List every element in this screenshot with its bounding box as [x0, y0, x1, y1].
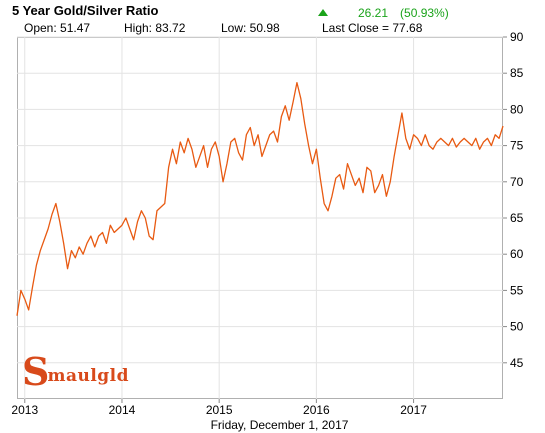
up-arrow-icon [318, 9, 328, 16]
date-footer: Friday, December 1, 2017 [210, 418, 349, 432]
y-tick-label: 55 [510, 283, 524, 297]
stat-high: High: 83.72 [124, 21, 186, 35]
stat-last-close: Last Close = 77.68 [322, 21, 423, 35]
y-tick-label: 90 [510, 30, 524, 44]
smaulgld-logo: S maulgld [22, 349, 130, 394]
x-tick-label: 2014 [109, 403, 136, 417]
x-tick-label: 2015 [206, 403, 233, 417]
ratio-series-line [16, 81, 504, 316]
stat-open: Open: 51.47 [24, 21, 91, 35]
chart-title: 5 Year Gold/Silver Ratio [12, 3, 159, 18]
change-indicator: 26.21 (50.93%) [318, 6, 449, 20]
y-tick-label: 50 [510, 320, 524, 334]
x-tick-label: 2017 [400, 403, 427, 417]
change-percent: (50.93%) [400, 6, 449, 20]
stats-row: Open: 51.47 High: 83.72 Low: 50.98 Last … [0, 21, 545, 35]
y-tick-label: 85 [510, 66, 524, 80]
x-tick-label: 2013 [11, 403, 38, 417]
x-tick-label: 2016 [303, 403, 330, 417]
y-tick-label: 65 [510, 211, 524, 225]
stat-low: Low: 50.98 [221, 21, 280, 35]
y-tick-label: 70 [510, 175, 524, 189]
change-value: 26.21 [358, 6, 389, 20]
y-tick-label: 60 [510, 247, 524, 261]
y-tick-label: 80 [510, 102, 524, 116]
y-tick-label: 75 [510, 139, 524, 153]
y-tick-label: 45 [510, 356, 524, 370]
